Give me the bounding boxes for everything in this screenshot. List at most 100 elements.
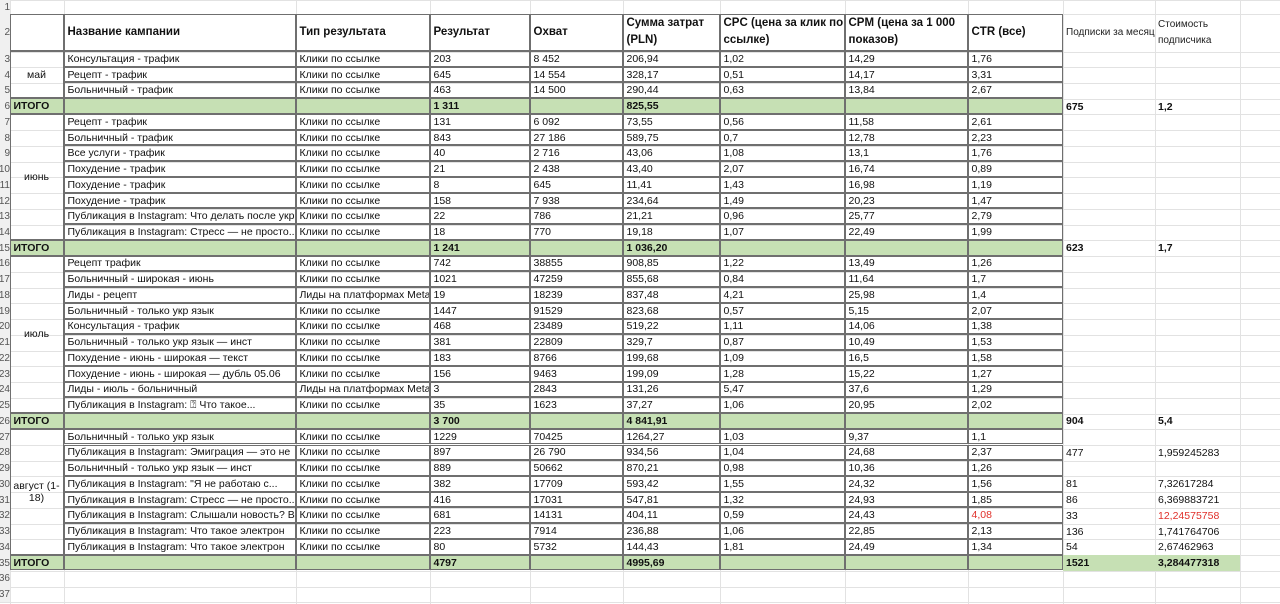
cell: 681 — [429, 507, 530, 524]
cell: Клики по ссылке — [295, 113, 430, 130]
cell: 1,55 — [719, 475, 845, 492]
cell: 13,1 — [844, 145, 968, 162]
cell: Все услуги - трафик — [63, 145, 296, 162]
total-cell — [719, 413, 845, 429]
cell: 18 — [429, 224, 530, 240]
cell: 934,56 — [622, 444, 720, 461]
cell: 43,40 — [622, 161, 720, 177]
cell: Консультация - трафик — [63, 51, 296, 67]
cell: Клики по ссылке — [295, 444, 430, 461]
grid-line — [0, 130, 1280, 132]
cell: 203 — [429, 51, 530, 67]
cell: 131 — [429, 113, 530, 130]
cell: 1,85 — [967, 491, 1063, 508]
grid-line — [0, 476, 1280, 478]
cell: 17709 — [529, 475, 623, 492]
cell: 1,38 — [967, 318, 1063, 335]
row-number: 29 — [0, 460, 10, 477]
cell: Лиды на платформах Meta — [295, 381, 430, 398]
cell: 855,68 — [622, 271, 720, 288]
cell: Клики по ссылке — [295, 176, 430, 193]
total-cell: 1521 — [1063, 555, 1155, 571]
cell: 1447 — [429, 302, 530, 319]
cell: Клики по ссылке — [295, 271, 430, 288]
total-cell: 675 — [1066, 100, 1084, 113]
cell: Похудение - трафик — [63, 192, 296, 209]
cell: Клики по ссылке — [295, 460, 430, 476]
cell: 1,7 — [967, 271, 1063, 288]
month-cell: май — [9, 51, 64, 99]
month-cell: июль — [9, 255, 64, 413]
cell: 837,48 — [622, 287, 720, 303]
cell: 24,93 — [844, 491, 968, 508]
grid-line — [0, 366, 1280, 368]
grid-line — [0, 287, 1280, 289]
cell: 2843 — [529, 381, 623, 398]
cell: 1,76 — [967, 145, 1063, 162]
grid-line — [0, 429, 1280, 431]
cell: 16,98 — [844, 176, 968, 193]
cell: 22809 — [529, 334, 623, 351]
grid-line — [1240, 0, 1241, 604]
total-cell — [719, 554, 845, 571]
cell: Публикация в Instagram: Стресс — не прос… — [63, 224, 296, 240]
cell: 1,22 — [719, 255, 845, 272]
row-number: 22 — [0, 350, 10, 367]
total-cell — [844, 413, 968, 429]
cell: 18239 — [529, 287, 623, 303]
row-number: 10 — [0, 161, 10, 178]
cell: 14,17 — [844, 66, 968, 83]
row-number: 35 — [0, 555, 10, 571]
grid-line — [0, 539, 1280, 541]
cell: 547,81 — [622, 491, 720, 508]
cell: 0,89 — [967, 161, 1063, 177]
cell: 1,1 — [967, 428, 1063, 445]
total-cell — [967, 413, 1063, 429]
cell: 16,74 — [844, 161, 968, 177]
total-cell: 3,284477318 — [1155, 555, 1240, 571]
row-number: 5 — [0, 82, 10, 99]
row-number: 31 — [0, 492, 10, 508]
cell: Клики по ссылке — [295, 428, 430, 445]
header-cell: CTR (все) — [967, 13, 1063, 51]
cell: 144,43 — [622, 538, 720, 555]
total-cell — [967, 98, 1063, 114]
grid-line — [0, 161, 1280, 163]
cell: 206,94 — [622, 51, 720, 67]
cell: Публикация в Instagram: Что такое электр… — [63, 523, 296, 539]
cell: 2,61 — [967, 113, 1063, 130]
cell: 0,63 — [719, 82, 845, 99]
row-number: 34 — [0, 539, 10, 556]
grid-line — [0, 303, 1280, 305]
cell: 12,78 — [844, 129, 968, 146]
cell: Рецепт трафик — [63, 255, 296, 272]
cell: Лиды - рецепт — [63, 287, 296, 303]
cell: 19,18 — [622, 224, 720, 240]
cell: 1,06 — [719, 523, 845, 539]
cell: Публикация в Instagram: Что такое электр… — [63, 538, 296, 555]
row-number: 2 — [0, 14, 10, 52]
header-cell: Тип результата — [295, 13, 430, 51]
cell: Клики по ссылке — [295, 145, 430, 162]
total-cell — [844, 239, 968, 256]
cell: 21,21 — [622, 208, 720, 225]
cell: 1,47 — [967, 192, 1063, 209]
row-number: 17 — [0, 271, 10, 288]
cell: 20,23 — [844, 192, 968, 209]
total-cell — [295, 413, 430, 429]
cell: Клики по ссылке — [295, 66, 430, 83]
cell: Клики по ссылке — [295, 82, 430, 99]
cell: 1229 — [429, 428, 530, 445]
cell: 35 — [429, 397, 530, 413]
grid-line — [0, 492, 1280, 494]
cell: 26 790 — [529, 444, 623, 461]
cell: 1,28 — [719, 365, 845, 382]
cell: 13,84 — [844, 82, 968, 99]
total-cell: 4797 — [429, 554, 530, 571]
cell: 2,23 — [967, 129, 1063, 146]
cell: 2,79 — [967, 208, 1063, 225]
cell: 86 — [1066, 494, 1078, 507]
total-cell — [295, 239, 430, 256]
total-label: ИТОГО — [9, 413, 64, 429]
cell: 7 938 — [529, 192, 623, 209]
